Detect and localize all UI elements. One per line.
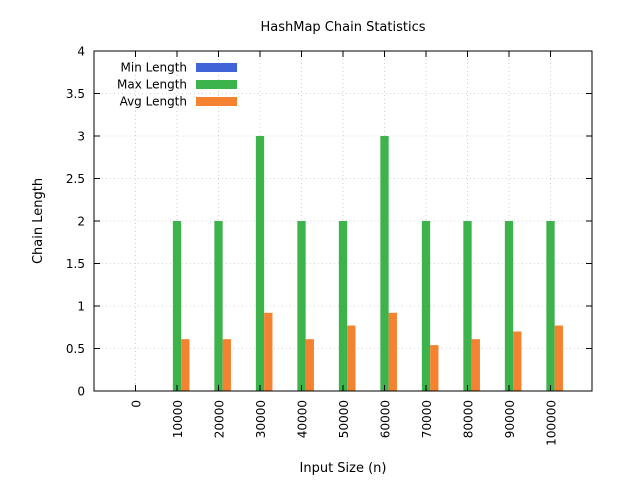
legend-label: Max Length xyxy=(117,78,187,92)
bar-max-length xyxy=(338,221,348,391)
x-tick-label: 30000 xyxy=(254,400,268,438)
bar-max-length xyxy=(297,221,306,391)
x-tick-label: 90000 xyxy=(503,400,517,438)
bar-max-length xyxy=(463,221,472,391)
bar-avg-length xyxy=(430,345,439,391)
y-tick-label: 2 xyxy=(77,215,85,229)
bars-layer xyxy=(172,136,563,391)
legend: Min Length Max Length Avg Length xyxy=(117,61,237,109)
legend-swatch xyxy=(196,80,237,89)
bar-avg-length xyxy=(222,339,231,391)
bar-avg-length xyxy=(554,325,563,391)
x-tick-label: 20000 xyxy=(213,400,227,438)
bar-avg-length xyxy=(347,325,356,391)
x-tick-label: 70000 xyxy=(420,400,434,438)
bar-avg-length xyxy=(513,331,522,391)
y-tick-label: 0 xyxy=(77,385,85,399)
x-tick-label: 60000 xyxy=(379,400,393,438)
bar-max-length xyxy=(421,221,431,391)
legend-swatch xyxy=(196,63,237,72)
bar-max-length xyxy=(255,136,265,391)
bar-max-length xyxy=(504,221,514,391)
legend-swatch xyxy=(196,97,237,106)
bar-max-length xyxy=(380,136,389,391)
chart-title: HashMap Chain Statistics xyxy=(260,20,425,35)
x-tick-label: 100000 xyxy=(545,400,559,446)
bar-avg-length xyxy=(305,339,314,391)
y-tick-label: 1.5 xyxy=(66,257,85,271)
bar-max-length xyxy=(172,221,182,391)
axis-layer: 0 0.5 1 1.5 2 2.5 3 3.5 4 0 10000 20000 30000 40000 50… xyxy=(66,45,592,446)
legend-label: Min Length xyxy=(121,61,188,75)
x-tick-label: 0 xyxy=(130,400,144,408)
y-tick-label: 2.5 xyxy=(66,172,85,186)
y-axis-label: Chain Length xyxy=(31,178,46,264)
bar-avg-length xyxy=(264,312,273,391)
bar-max-length xyxy=(214,221,223,391)
x-tick-label: 80000 xyxy=(462,400,476,438)
bar-max-length xyxy=(546,221,555,391)
bar-avg-length xyxy=(388,312,397,391)
y-tick-label: 4 xyxy=(77,45,85,59)
y-tick-label: 3.5 xyxy=(66,87,85,101)
bar-avg-length xyxy=(471,339,480,391)
x-tick-label: 40000 xyxy=(296,400,310,438)
y-tick-label: 3 xyxy=(77,130,85,144)
y-tick-label: 0.5 xyxy=(66,342,85,356)
x-tick-label: 50000 xyxy=(337,400,351,438)
y-tick-label: 1 xyxy=(77,300,85,314)
x-tick-label: 10000 xyxy=(171,400,185,438)
bar-avg-length xyxy=(181,339,190,391)
legend-label: Avg Length xyxy=(120,95,187,109)
x-axis-label: Input Size (n) xyxy=(300,461,387,476)
